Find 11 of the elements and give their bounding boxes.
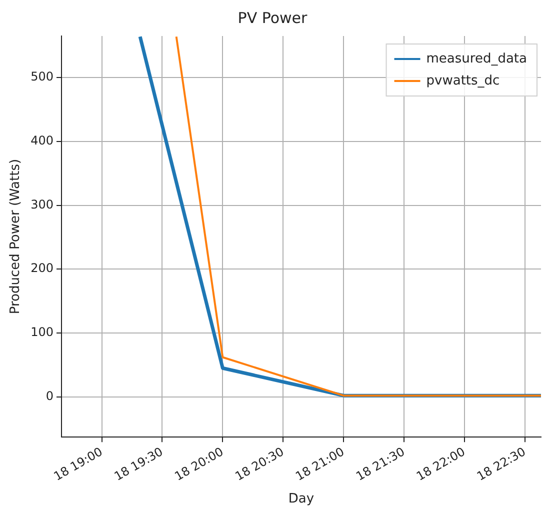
y-tick-label: 500 bbox=[30, 70, 54, 84]
y-axis-title: Produced Power (Watts) bbox=[8, 158, 24, 314]
y-tick-label: 400 bbox=[30, 134, 54, 148]
chart-title: PV Power bbox=[238, 8, 308, 27]
x-axis-title: Day bbox=[288, 492, 314, 507]
y-tick-label: 0 bbox=[46, 388, 54, 403]
legend-label: measured_data bbox=[426, 51, 528, 66]
y-tick-label: 100 bbox=[30, 325, 54, 340]
y-tick-label: 200 bbox=[30, 261, 54, 276]
y-tick-label: 300 bbox=[30, 197, 54, 212]
legend-label: pvwatts_dc bbox=[426, 73, 500, 88]
